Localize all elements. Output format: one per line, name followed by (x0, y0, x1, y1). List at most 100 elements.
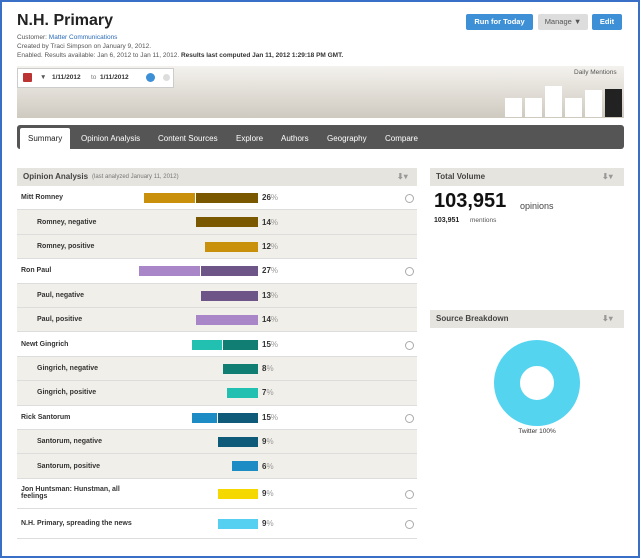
sparkline-bar (565, 98, 582, 117)
tab[interactable]: Explore (236, 134, 264, 143)
percent-unit: % (270, 217, 279, 227)
bar-positive (139, 266, 200, 277)
source-title: Source Breakdown (436, 314, 509, 323)
download-icon[interactable]: ⬇▾ (602, 172, 613, 181)
percent-unit: % (266, 388, 274, 398)
bar-negative (200, 266, 258, 277)
title: N.H. Primary (17, 12, 114, 29)
bar (227, 388, 258, 399)
opinion-title: Opinion Analysis (23, 172, 89, 181)
computed: Results last computed Jan 11, 2012 1:29:… (180, 52, 344, 59)
percent-unit: % (270, 339, 279, 349)
row-label: Mitt Romney (21, 194, 63, 202)
date-from: 1/11/2012 (52, 74, 81, 81)
percent-unit: % (266, 461, 274, 471)
opinion-header: Opinion Analysis (last analyzed January 1… (17, 168, 417, 186)
next-button[interactable] (163, 74, 170, 81)
bar-positive (143, 193, 196, 204)
bar-positive (192, 339, 222, 350)
opinion-subrow: Santorum, negative 9% (17, 430, 417, 455)
opinion-row: Newt Gingrich 15% (17, 332, 417, 357)
bar (218, 437, 258, 447)
percent-value: 8 (262, 363, 267, 373)
bar (231, 461, 258, 472)
percent-value: 15 (262, 339, 271, 349)
percent-value: 7 (262, 388, 267, 398)
percent: 8% (262, 357, 274, 380)
manage-button[interactable]: Manage ▼ (538, 14, 588, 30)
dismiss-icon[interactable] (405, 194, 414, 204)
percent-value: 15 (262, 412, 271, 422)
date-to-label: to (91, 74, 97, 81)
tab[interactable]: Geography (327, 134, 367, 143)
percent-unit: % (266, 518, 274, 528)
percent: 14% (262, 308, 278, 331)
percent-unit: % (270, 193, 279, 203)
dropdown-arrow: ▼ (40, 74, 47, 81)
prev-button[interactable] (146, 73, 155, 82)
bar-positive (192, 412, 218, 423)
percent: 6% (262, 454, 274, 477)
dismiss-icon[interactable] (405, 340, 414, 350)
bar-negative (218, 412, 258, 423)
dismiss-icon[interactable] (405, 267, 414, 277)
donut-slice (494, 340, 580, 426)
tab[interactable]: Content Sources (158, 134, 218, 143)
tab-bar: Summary Opinion Analysis Content Sources Ex… (17, 125, 624, 149)
download-icon[interactable]: ⬇▾ (397, 172, 408, 181)
percent: 9% (262, 509, 274, 538)
row-label: N.H. Primary, spreading the news (21, 519, 132, 527)
run-button[interactable]: Run for Today (466, 14, 533, 30)
percent-unit: % (270, 241, 279, 251)
percent-unit: % (266, 363, 274, 373)
enabled: Enabled. Results available: Jan 6, 2012 … (17, 52, 180, 59)
bar (196, 315, 258, 325)
status-line: Enabled. Results available: Jan 6, 2012 … (17, 52, 343, 59)
slice-label: Twitter 100% (518, 428, 556, 435)
dismiss-icon[interactable] (405, 489, 414, 499)
percent-value: 9 (262, 437, 267, 447)
download-icon[interactable]: ⬇▾ (602, 314, 613, 323)
bar (218, 488, 258, 499)
opinion-row: Jon Huntsman: Hunstman, all feelings 9% (17, 479, 417, 509)
opinion-subrow: Paul, negative 13% (17, 283, 417, 308)
date-picker[interactable]: ▼ 1/11/2012 to 1/11/2012 (17, 68, 174, 88)
row-label: Jon Huntsman: Hunstman, all feelings (21, 486, 120, 501)
calendar-icon (23, 73, 32, 82)
mentions-count: 103,951 (434, 217, 460, 224)
tab[interactable]: Summary (20, 128, 71, 149)
row-label: Romney, positive (37, 242, 95, 250)
percent: 27% (262, 259, 278, 282)
dismiss-icon[interactable] (405, 519, 414, 529)
tab-list: Summary Opinion Analysis Content Sources Ex… (20, 128, 627, 149)
opinion-subrow: Gingrich, positive 7% (17, 381, 417, 406)
row-label: Santorum, negative (37, 438, 102, 446)
percent: 26% (262, 186, 278, 209)
percent: 14% (262, 210, 278, 233)
percent-unit: % (266, 488, 274, 498)
row-label: Paul, positive (37, 316, 83, 324)
tab[interactable]: Authors (281, 134, 309, 143)
row-label: Paul, negative (37, 291, 85, 299)
opinion-row: N.H. Primary, spreading the news 9% (17, 509, 417, 539)
tab[interactable]: Compare (385, 134, 418, 143)
percent-value: 13 (262, 290, 271, 300)
row-label: Ron Paul (21, 267, 52, 275)
percent: 15% (262, 406, 278, 429)
bar-negative (196, 193, 258, 204)
percent-value: 9 (262, 518, 267, 528)
dismiss-icon[interactable] (405, 413, 414, 423)
customer-link[interactable]: Matter Communications (48, 34, 118, 41)
sparkline-bar (605, 89, 622, 117)
sparkline-bar (505, 98, 522, 117)
opinions-label: opinions (520, 201, 554, 211)
opinion-subrow: Santorum, positive 6% (17, 454, 417, 479)
sparkline-bar (545, 86, 562, 117)
percent-unit: % (266, 437, 274, 447)
opinion-subrow: Romney, negative 14% (17, 210, 417, 235)
donut-chart: Twitter 100% (494, 340, 580, 435)
tab[interactable]: Opinion Analysis (81, 134, 141, 143)
edit-button[interactable]: Edit (592, 14, 622, 30)
source-header: Source Breakdown ⬇▾ (430, 310, 624, 328)
